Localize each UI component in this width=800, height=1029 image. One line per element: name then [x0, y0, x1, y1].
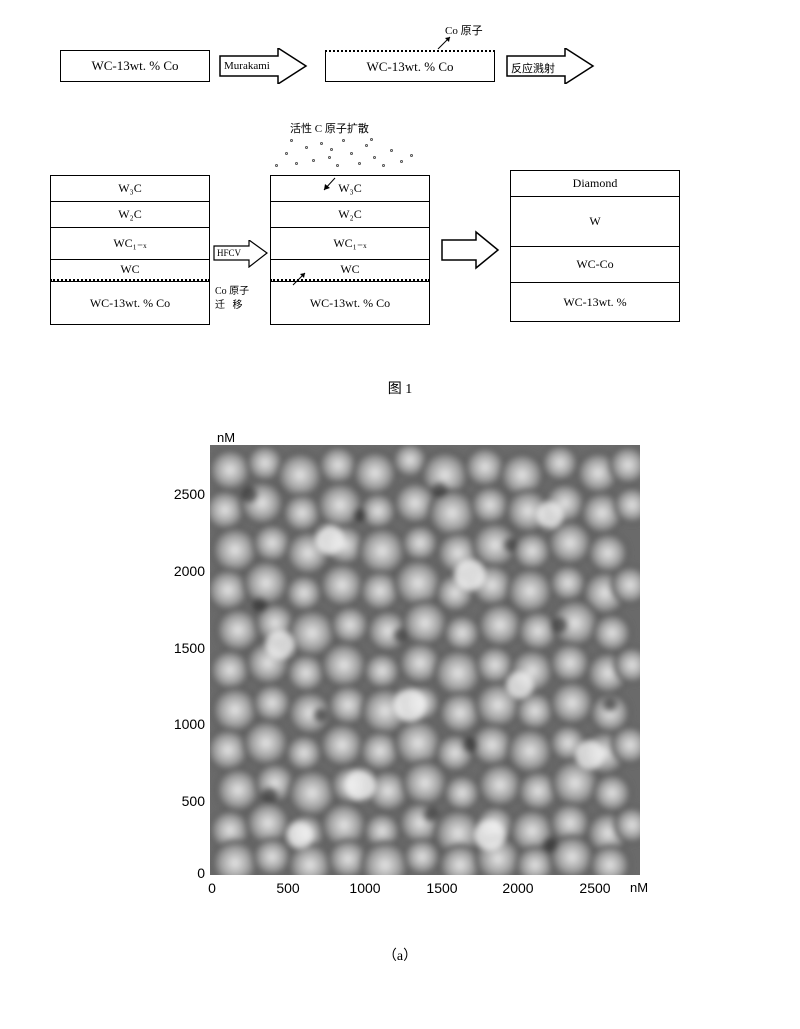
figure-1-caption: 图 1 — [60, 378, 740, 398]
box-wc13co-2-wrap: WC-13wt. % Co — [325, 50, 495, 82]
cell-text: WC-Co — [576, 257, 613, 272]
cell-text: WC-13wt. % Co — [90, 296, 170, 311]
cell-text: WC₁₋ₓ — [113, 236, 146, 251]
arrow-label: Murakami — [224, 60, 270, 72]
xtick: 2000 — [493, 880, 543, 896]
ytick: 1000 — [145, 716, 205, 732]
figure-1: WC-13wt. % Co Murakami Co 原子 WC-13wt. % … — [60, 20, 740, 398]
xtick: 2500 — [570, 880, 620, 896]
cell-text: W₂C — [338, 207, 362, 222]
arrow-reactive-sputter: 反应溅射 — [505, 48, 595, 84]
fig1-row1: WC-13wt. % Co Murakami Co 原子 WC-13wt. % … — [60, 20, 740, 110]
cell-text: WC — [120, 262, 139, 277]
fig1-row2: 活性 C 原子扩散 W₃C W₂C WC₁₋ₓ WC WC-13wt. % Co — [60, 120, 740, 360]
ytick: 0 — [145, 865, 205, 881]
cell-wc1x: WC₁₋ₓ — [270, 227, 430, 259]
xtick: 0 — [187, 880, 237, 896]
cell-substrate: WC-13wt. % Co — [50, 281, 210, 325]
x-axis-unit: nM — [630, 880, 648, 895]
cell-text: W₂C — [118, 207, 142, 222]
figure-2a-caption: （a） — [125, 945, 675, 965]
arrow-murakami: Murakami — [218, 48, 308, 84]
cell-w3c: W₃C — [270, 175, 430, 201]
cell-diamond: Diamond — [510, 170, 680, 196]
box-label: WC-13wt. % Co — [91, 58, 178, 74]
arrow-to-stack3 — [440, 230, 500, 270]
cell-wcco: WC-Co — [510, 246, 680, 282]
box-label: WC-13wt. % Co — [366, 59, 453, 75]
pointer-into-w3c — [320, 176, 340, 194]
stack-3: Diamond W WC-Co WC-13wt. % — [510, 170, 680, 322]
cell-text: WC-13wt. % Co — [310, 296, 390, 311]
xtick: 500 — [263, 880, 313, 896]
cell-text: WC-13wt. % — [563, 295, 626, 310]
pointer-into-wc — [290, 270, 310, 288]
cell-text: W₃C — [338, 181, 362, 196]
cell-text: W — [589, 214, 600, 229]
cell-w3c: W₃C — [50, 175, 210, 201]
ytick: 1500 — [145, 640, 205, 656]
carbon-dot-cloud — [270, 134, 420, 174]
cell-text: Diamond — [573, 176, 618, 191]
ytick: 2500 — [145, 486, 205, 502]
ytick: 500 — [145, 793, 205, 809]
cell-wc1x: WC₁₋ₓ — [50, 227, 210, 259]
stack-1: W₃C W₂C WC₁₋ₓ WC WC-13wt. % Co — [50, 175, 210, 325]
cell-substrate: WC-13wt. % — [510, 282, 680, 322]
xtick: 1000 — [340, 880, 390, 896]
cell-w2c: W₂C — [270, 201, 430, 227]
arrow-label: HFCV — [217, 248, 241, 258]
cell-text: WC₁₋ₓ — [333, 236, 366, 251]
afm-image — [210, 445, 640, 875]
figure-2a: nM 2500 2000 1500 1000 500 0 — [125, 440, 675, 965]
cell-wc: WC — [50, 259, 210, 281]
box-wc13co-1: WC-13wt. % Co — [60, 50, 210, 82]
xtick: 1500 — [417, 880, 467, 896]
afm-plot-frame: nM 2500 2000 1500 1000 500 0 — [125, 440, 675, 915]
y-axis-unit: nM — [217, 430, 235, 445]
ytick: 2000 — [145, 563, 205, 579]
cell-text: WC — [340, 262, 359, 277]
cell-text: W₃C — [118, 181, 142, 196]
arrow-label: 反应溅射 — [511, 60, 555, 76]
box-wc13co-2: WC-13wt. % Co — [325, 50, 495, 82]
co-migration-label: Co 原子 迁 移 — [215, 285, 249, 313]
stack-2: W₃C W₂C WC₁₋ₓ WC WC-13wt. % Co — [270, 175, 430, 325]
cell-w2c: W₂C — [50, 201, 210, 227]
arrow-hfcv: HFCV — [213, 240, 268, 268]
cell-w: W — [510, 196, 680, 246]
